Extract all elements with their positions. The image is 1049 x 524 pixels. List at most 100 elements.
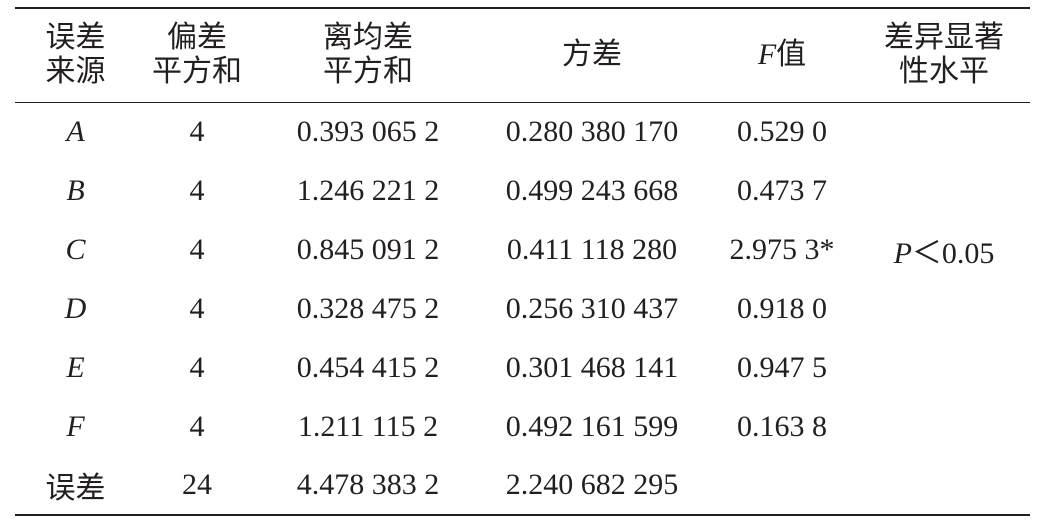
cell-value: 1.246 221 2 [296,173,440,207]
header-row: 误差 来源 偏差 平方和 离均差 平方和 方差 F值 差异显著 性水平 [15,8,1030,102]
header-cell: 差异显著 性水平 [858,8,1030,102]
cell-value: 0.163 8 [737,409,827,443]
header-text: 差异显著 [884,21,1004,55]
header-text: 误差 [45,21,106,55]
source-label: 误差 [45,472,106,505]
table-cell: 1.211 115 2 [258,397,478,456]
source-label: E [66,350,85,384]
table-row: C 4 0.845 091 2 0.411 118 280 2.975 3* P＜0.05 [15,220,1030,279]
table-cell: 4 [136,161,258,220]
cell-value: 0.301 468 141 [505,350,679,384]
table-cell: 0.393 065 2 [258,102,478,161]
table-cell [706,456,858,515]
cell-value: 1.211 115 2 [297,409,439,443]
table-cell: C [15,220,136,279]
header-text: 偏差 [167,21,227,55]
table-row: A 4 0.393 065 2 0.280 380 170 0.529 0 [15,102,1030,161]
table-cell: 24 [136,456,258,515]
table-cell [858,102,1030,161]
table-cell: 0.845 091 2 [258,220,478,279]
cell-value: 0.454 415 2 [296,350,440,384]
table-cell: 1.246 221 2 [258,161,478,220]
table-cell: 4.478 383 2 [258,456,478,515]
table-row: B 4 1.246 221 2 0.499 243 668 0.473 7 [15,161,1030,220]
table-row: D 4 0.328 475 2 0.256 310 437 0.918 0 [15,279,1030,338]
cell-value: 0.918 0 [737,291,827,325]
table-cell [858,279,1030,338]
table-cell [858,338,1030,397]
source-label: D [64,291,87,325]
cell-value: 4 [189,173,205,207]
table-cell: 0.499 243 668 [478,161,706,220]
table-body: A 4 0.393 065 2 0.280 380 170 0.529 0 B 4 1.246… [15,102,1030,515]
table-cell: F [15,397,136,456]
anova-table: 误差 来源 偏差 平方和 离均差 平方和 方差 F值 差异显著 性水平 A 4 0.393 065 2… [15,7,1030,516]
source-label: B [66,173,85,207]
source-label: A [66,114,85,148]
table-cell: 0.328 475 2 [258,279,478,338]
table-cell: 0.492 161 599 [478,397,706,456]
table-cell: D [15,279,136,338]
cell-value: 24 [182,468,212,501]
source-label: C [65,232,86,266]
cell-value: 0.393 065 2 [296,114,440,148]
table-row: E 4 0.454 415 2 0.301 468 141 0.947 5 [15,338,1030,397]
table-cell: 0.163 8 [706,397,858,456]
cell-value: 4.478 383 2 [296,468,440,501]
cell-value: 4 [189,232,205,266]
table-cell: 0.473 7 [706,161,858,220]
header-text: 值 [776,38,807,72]
header-cell: 偏差 平方和 [136,8,258,102]
table-cell: A [15,102,136,161]
cell-value: 4 [189,291,205,325]
table-cell: 0.301 468 141 [478,338,706,397]
table-cell: 2.240 682 295 [478,456,706,515]
header-text: 平方和 [323,55,413,89]
table-row: F 4 1.211 115 2 0.492 161 599 0.163 8 [15,397,1030,456]
table-cell: B [15,161,136,220]
header-text: 平方和 [152,55,242,89]
cell-value: 4 [189,114,205,148]
cell-value: 0.845 091 2 [296,232,440,266]
table-cell: P＜0.05 [858,220,1030,279]
header-text: 来源 [45,55,106,89]
table-cell: 4 [136,102,258,161]
table-cell [858,161,1030,220]
header-text: 离均差 [323,21,413,55]
header-var: F [757,38,777,72]
cell-value: 0.411 118 280 [506,232,678,266]
table-cell [858,456,1030,515]
cell-value: 2.240 682 295 [505,468,679,501]
cell-value: 2.975 3* [729,232,835,266]
table-cell: 4 [136,397,258,456]
header-text: 方差 [562,38,622,72]
table-cell: 0.918 0 [706,279,858,338]
table-header: 误差 来源 偏差 平方和 离均差 平方和 方差 F值 差异显著 性水平 [15,8,1030,102]
cell-value: 0.280 380 170 [505,114,679,148]
cell-value: 4 [189,409,205,443]
table-cell: 误差 [15,456,136,515]
cell-value: 0.256 310 437 [505,291,679,325]
table-cell: 4 [136,220,258,279]
table-cell: 0.947 5 [706,338,858,397]
table-cell: 0.280 380 170 [478,102,706,161]
table-cell: 0.529 0 [706,102,858,161]
significance-text: ＜0.05 [911,236,995,270]
header-cell: 方差 [478,8,706,102]
table-cell: E [15,338,136,397]
cell-value: 4 [189,350,205,384]
cell-value: 0.947 5 [737,350,827,384]
table-row: 误差 24 4.478 383 2 2.240 682 295 [15,456,1030,515]
significance-var: P [893,236,912,270]
header-cell: 误差 来源 [15,8,136,102]
table-cell [858,397,1030,456]
table-cell: 4 [136,338,258,397]
table-cell: 4 [136,279,258,338]
cell-value: 0.328 475 2 [296,291,440,325]
cell-value: 0.529 0 [737,114,827,148]
header-cell: F值 [706,8,858,102]
header-cell: 离均差 平方和 [258,8,478,102]
table-cell: 0.256 310 437 [478,279,706,338]
cell-value: 0.499 243 668 [505,173,679,207]
